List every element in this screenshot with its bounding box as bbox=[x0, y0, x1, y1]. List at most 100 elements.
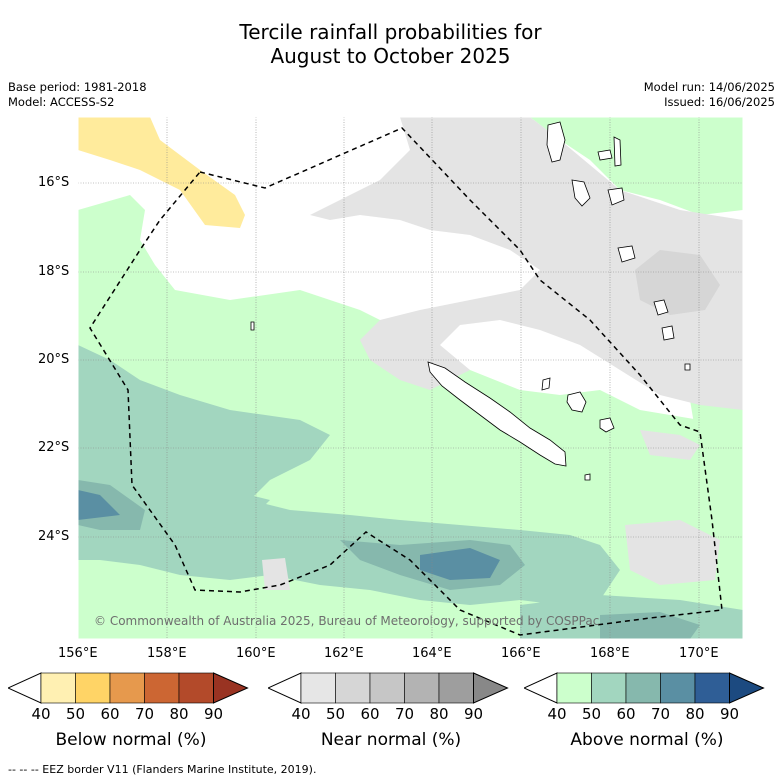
colorbar-segment bbox=[300, 672, 336, 704]
meta-left: Base period: 1981-2018 Model: ACCESS-S2 bbox=[8, 80, 147, 110]
colorbar-tick-label: 50 bbox=[325, 705, 346, 723]
near-normal-50-60-region bbox=[635, 250, 720, 315]
title-line-1: Tercile rainfall probabilities for bbox=[239, 20, 542, 44]
colorbar-segment bbox=[369, 672, 405, 704]
vanuatu-erromango bbox=[653, 299, 669, 316]
small-island-1 bbox=[684, 363, 691, 371]
copyright-notice: © Commonwealth of Australia 2025, Bureau… bbox=[94, 614, 600, 628]
colorbar-over-triangle bbox=[213, 672, 249, 704]
lon-label-160e: 160°E bbox=[236, 646, 276, 661]
vanuatu-malekula bbox=[571, 179, 591, 207]
map-frame bbox=[77, 116, 744, 640]
colorbar-tick-label: 80 bbox=[429, 705, 449, 723]
lat-label-16s: 16°S bbox=[38, 175, 70, 190]
near-normal-40-50-southeast bbox=[625, 520, 720, 585]
small-island-2 bbox=[250, 321, 255, 331]
isle-of-pines bbox=[584, 473, 591, 481]
colorbar-tick-label: 90 bbox=[203, 705, 224, 723]
mare-island bbox=[599, 417, 615, 433]
lat-label-20s: 20°S bbox=[38, 352, 70, 367]
colorbar-tick-label: 90 bbox=[463, 705, 484, 723]
colorbar-segment bbox=[625, 672, 661, 704]
colorbar-tick-label: 40 bbox=[31, 705, 51, 723]
lon-label-166e: 166°E bbox=[501, 646, 541, 661]
above-normal-60-70-southeast bbox=[600, 612, 700, 639]
lat-label-18s: 18°S bbox=[38, 264, 70, 279]
eez-border bbox=[89, 127, 723, 636]
colorbar-1 bbox=[268, 672, 509, 704]
meta-right: Model run: 14/06/2025 Issued: 16/06/2025 bbox=[644, 80, 775, 110]
colorbar-segment bbox=[438, 672, 474, 704]
lon-label-156e: 156°E bbox=[58, 646, 98, 661]
vanuatu-santo bbox=[546, 121, 566, 163]
model-run: Model run: 14/06/2025 bbox=[643, 80, 775, 94]
colorbar-tick-label: 60 bbox=[100, 705, 120, 723]
lat-label-22s: 22°S bbox=[38, 440, 70, 455]
colorbar-over-triangle bbox=[729, 672, 765, 704]
map-fields bbox=[78, 117, 743, 639]
coastlines bbox=[250, 121, 691, 481]
lon-label-170e: 170°E bbox=[679, 646, 719, 661]
colorbar-under-triangle bbox=[524, 672, 558, 704]
colorbar-tick-label: 60 bbox=[616, 705, 636, 723]
colorbar-tick-label: 70 bbox=[650, 705, 671, 723]
colorbar-segment bbox=[591, 672, 627, 704]
colorbar-under-triangle bbox=[268, 672, 302, 704]
colorbar-tick-label: 50 bbox=[581, 705, 602, 723]
vanuatu-efate bbox=[617, 245, 636, 263]
ouvea-island bbox=[541, 377, 551, 391]
colorbar-segment bbox=[404, 672, 440, 704]
new-caledonia-island bbox=[427, 361, 567, 467]
colorbar-segment bbox=[75, 672, 111, 704]
map-title: Tercile rainfall probabilities for Augus… bbox=[0, 20, 781, 68]
colorbar-segment bbox=[178, 672, 214, 704]
eez-footnote: -- -- -- EEZ border V11 (Flanders Marine… bbox=[8, 763, 317, 776]
above-normal-70-80-south bbox=[420, 548, 500, 580]
colorbar-tick-label: 50 bbox=[65, 705, 86, 723]
colorbar-segment bbox=[144, 672, 180, 704]
above-normal-70-80-west bbox=[78, 490, 120, 520]
vanuatu-pentecost bbox=[613, 136, 622, 167]
colorbar-tick-label: 70 bbox=[134, 705, 155, 723]
colorbar-tick-label: 80 bbox=[685, 705, 705, 723]
colorbar-segment bbox=[660, 672, 696, 704]
lon-label-162e: 162°E bbox=[324, 646, 364, 661]
colorbar-tick-label: 60 bbox=[360, 705, 380, 723]
colorbar-under-triangle bbox=[8, 672, 42, 704]
vanuatu-ambae bbox=[597, 149, 613, 161]
issued-date: Issued: 16/06/2025 bbox=[664, 95, 775, 109]
lon-label-164e: 164°E bbox=[412, 646, 452, 661]
near-normal-40-50-region bbox=[310, 117, 743, 410]
colorbar-tick-label: 90 bbox=[719, 705, 740, 723]
colorbar-segment bbox=[109, 672, 145, 704]
title-line-2: August to October 2025 bbox=[270, 44, 511, 68]
colorbar-segment bbox=[556, 672, 592, 704]
near-normal-40-50-east-low bbox=[640, 430, 700, 460]
base-period: Base period: 1981-2018 bbox=[8, 80, 147, 94]
colorbar-title: Above normal (%) bbox=[570, 730, 724, 750]
below-normal-40-50-region bbox=[78, 117, 245, 228]
above-normal-40-50-northeast bbox=[530, 117, 743, 215]
colorbar-segment bbox=[335, 672, 371, 704]
colorbar-tick-label: 80 bbox=[169, 705, 189, 723]
vanuatu-epi bbox=[607, 187, 625, 206]
colorbar-2 bbox=[524, 672, 765, 704]
above-normal-40-50-east bbox=[690, 390, 743, 470]
model-name: Model: ACCESS-S2 bbox=[8, 95, 115, 109]
colorbar-0 bbox=[8, 672, 249, 704]
lon-label-168e: 168°E bbox=[590, 646, 630, 661]
above-normal-50-60-region bbox=[78, 345, 620, 605]
vanuatu-tanna bbox=[661, 325, 675, 341]
colorbar-tick-label: 40 bbox=[547, 705, 567, 723]
colorbar-tick-label: 70 bbox=[394, 705, 415, 723]
colorbar-segment bbox=[40, 672, 76, 704]
colorbar-title: Below normal (%) bbox=[55, 730, 207, 750]
lat-label-24s: 24°S bbox=[38, 529, 70, 544]
colorbar-segment bbox=[694, 672, 730, 704]
near-normal-40-50-south-center bbox=[262, 558, 290, 590]
colorbar-over-triangle bbox=[473, 672, 509, 704]
lon-label-158e: 158°E bbox=[147, 646, 187, 661]
colorbar-title: Near normal (%) bbox=[320, 730, 462, 750]
lifou-island bbox=[566, 391, 587, 413]
